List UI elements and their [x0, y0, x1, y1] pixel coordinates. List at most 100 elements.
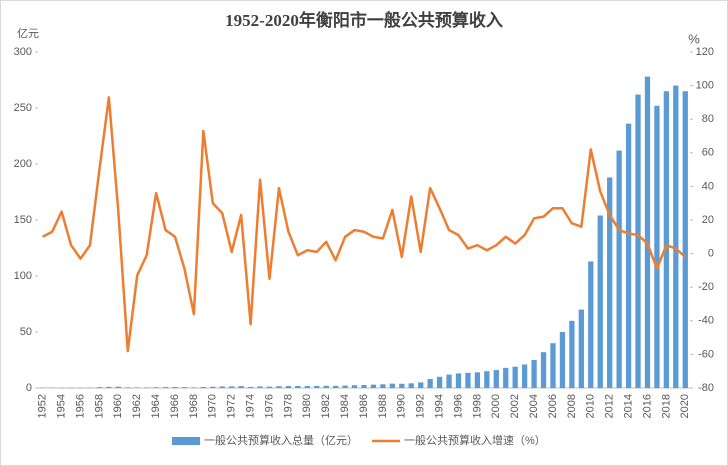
- x-tick-label: 1974: [245, 394, 257, 418]
- bar: [540, 352, 547, 388]
- x-tick-label: 1992: [415, 394, 427, 418]
- bar: [125, 387, 131, 388]
- y2-tick-label: -40: [698, 315, 714, 327]
- x-tick-label: 2012: [604, 394, 616, 418]
- bar: [351, 385, 358, 388]
- x-tick-label: 2018: [660, 394, 672, 418]
- line: [42, 96, 687, 353]
- bar: [399, 383, 405, 388]
- bar: [512, 366, 518, 388]
- bar: [304, 385, 310, 388]
- bar: [408, 383, 414, 388]
- bar: [607, 177, 613, 388]
- bar: [644, 76, 651, 388]
- x-tick-label: 1980: [301, 394, 313, 418]
- bar: [144, 387, 150, 388]
- bar: [323, 385, 329, 388]
- bar: [588, 261, 594, 388]
- bar: [616, 150, 622, 388]
- x-tick-label: 2016: [641, 394, 653, 418]
- x-tick-label: 2014: [622, 394, 634, 418]
- y-axis-label: 亿元: [17, 27, 39, 40]
- x-tick-label: 1960: [112, 394, 124, 418]
- bar: [106, 386, 112, 388]
- bar: [569, 320, 575, 388]
- x-tick-label: 1982: [320, 394, 332, 418]
- y-tick-label: 0: [26, 382, 32, 394]
- bar: [229, 386, 235, 388]
- bar: [153, 387, 159, 388]
- x-tick-label: 1952: [37, 394, 49, 418]
- bar: [550, 343, 556, 388]
- bar: [380, 384, 386, 388]
- bar: [521, 364, 528, 388]
- chart-title: 1952-2020年衡阳市一般公共预算收入: [225, 10, 503, 30]
- x-tick-label: 2000: [490, 394, 502, 418]
- bar: [597, 215, 603, 388]
- y-tick-label: 150: [14, 214, 32, 226]
- x-tick-label: 1988: [377, 394, 389, 418]
- x-tick-label: 2004: [528, 394, 540, 418]
- y2-tick-label: 80: [702, 113, 714, 125]
- y2-tick-label: -20: [698, 281, 714, 293]
- bar: [257, 386, 263, 388]
- bar: [295, 385, 301, 388]
- bar: [682, 91, 688, 388]
- bar: [474, 372, 481, 388]
- x-tick-label: 1954: [56, 394, 68, 418]
- bar: [285, 385, 292, 388]
- bar: [559, 332, 566, 388]
- x-tick-label: 1964: [150, 394, 162, 418]
- bar: [436, 376, 443, 388]
- bar: [333, 385, 339, 388]
- x-tick-label: 1956: [74, 394, 86, 418]
- y2-tick-label: 100: [696, 80, 714, 92]
- bar: [503, 367, 509, 388]
- x-tick-label: 1996: [452, 394, 464, 418]
- bar: [115, 386, 121, 388]
- bar: [654, 105, 660, 388]
- bar: [361, 384, 367, 388]
- bar: [389, 383, 395, 388]
- bar: [162, 387, 169, 388]
- bar: [181, 387, 188, 388]
- bar: [484, 371, 490, 388]
- x-tick-label: 1990: [396, 394, 408, 418]
- bar: [625, 123, 632, 389]
- x-tick-label: 2020: [679, 394, 691, 418]
- bar: [635, 94, 641, 388]
- bar: [578, 309, 584, 388]
- bar: [247, 386, 254, 388]
- bar: [134, 387, 140, 388]
- x-tick-label: 1958: [93, 394, 105, 418]
- x-tick-label: 1994: [434, 394, 446, 418]
- y2-tick-label: 120: [696, 46, 714, 58]
- bar: [493, 370, 499, 388]
- bar: [418, 382, 424, 388]
- x-tick-label: 1978: [282, 394, 294, 418]
- bar: [219, 386, 225, 388]
- y-tick-label: 50: [20, 326, 32, 338]
- bar: [314, 385, 320, 388]
- bar: [200, 386, 207, 388]
- y-tick-label: 200: [14, 158, 32, 170]
- bar: [342, 385, 348, 388]
- y-tick-label: 100: [14, 270, 32, 282]
- y2-tick-label: 40: [702, 180, 714, 192]
- x-tick-label: 2008: [566, 394, 578, 418]
- x-tick-label: 1984: [339, 394, 351, 418]
- bar: [465, 372, 471, 388]
- bar: [238, 386, 244, 388]
- bar: [172, 386, 178, 388]
- bar: [673, 85, 679, 388]
- bar: [191, 387, 197, 388]
- bar: [446, 374, 452, 388]
- bar: [370, 384, 377, 388]
- x-tick-label: 1966: [169, 394, 181, 418]
- x-tick-label: 1962: [131, 394, 143, 418]
- x-tick-label: 1972: [226, 394, 238, 418]
- y2-axis-label: %: [688, 31, 700, 46]
- x-tick-label: 1968: [188, 394, 200, 418]
- y2-tick-label: -80: [698, 382, 714, 394]
